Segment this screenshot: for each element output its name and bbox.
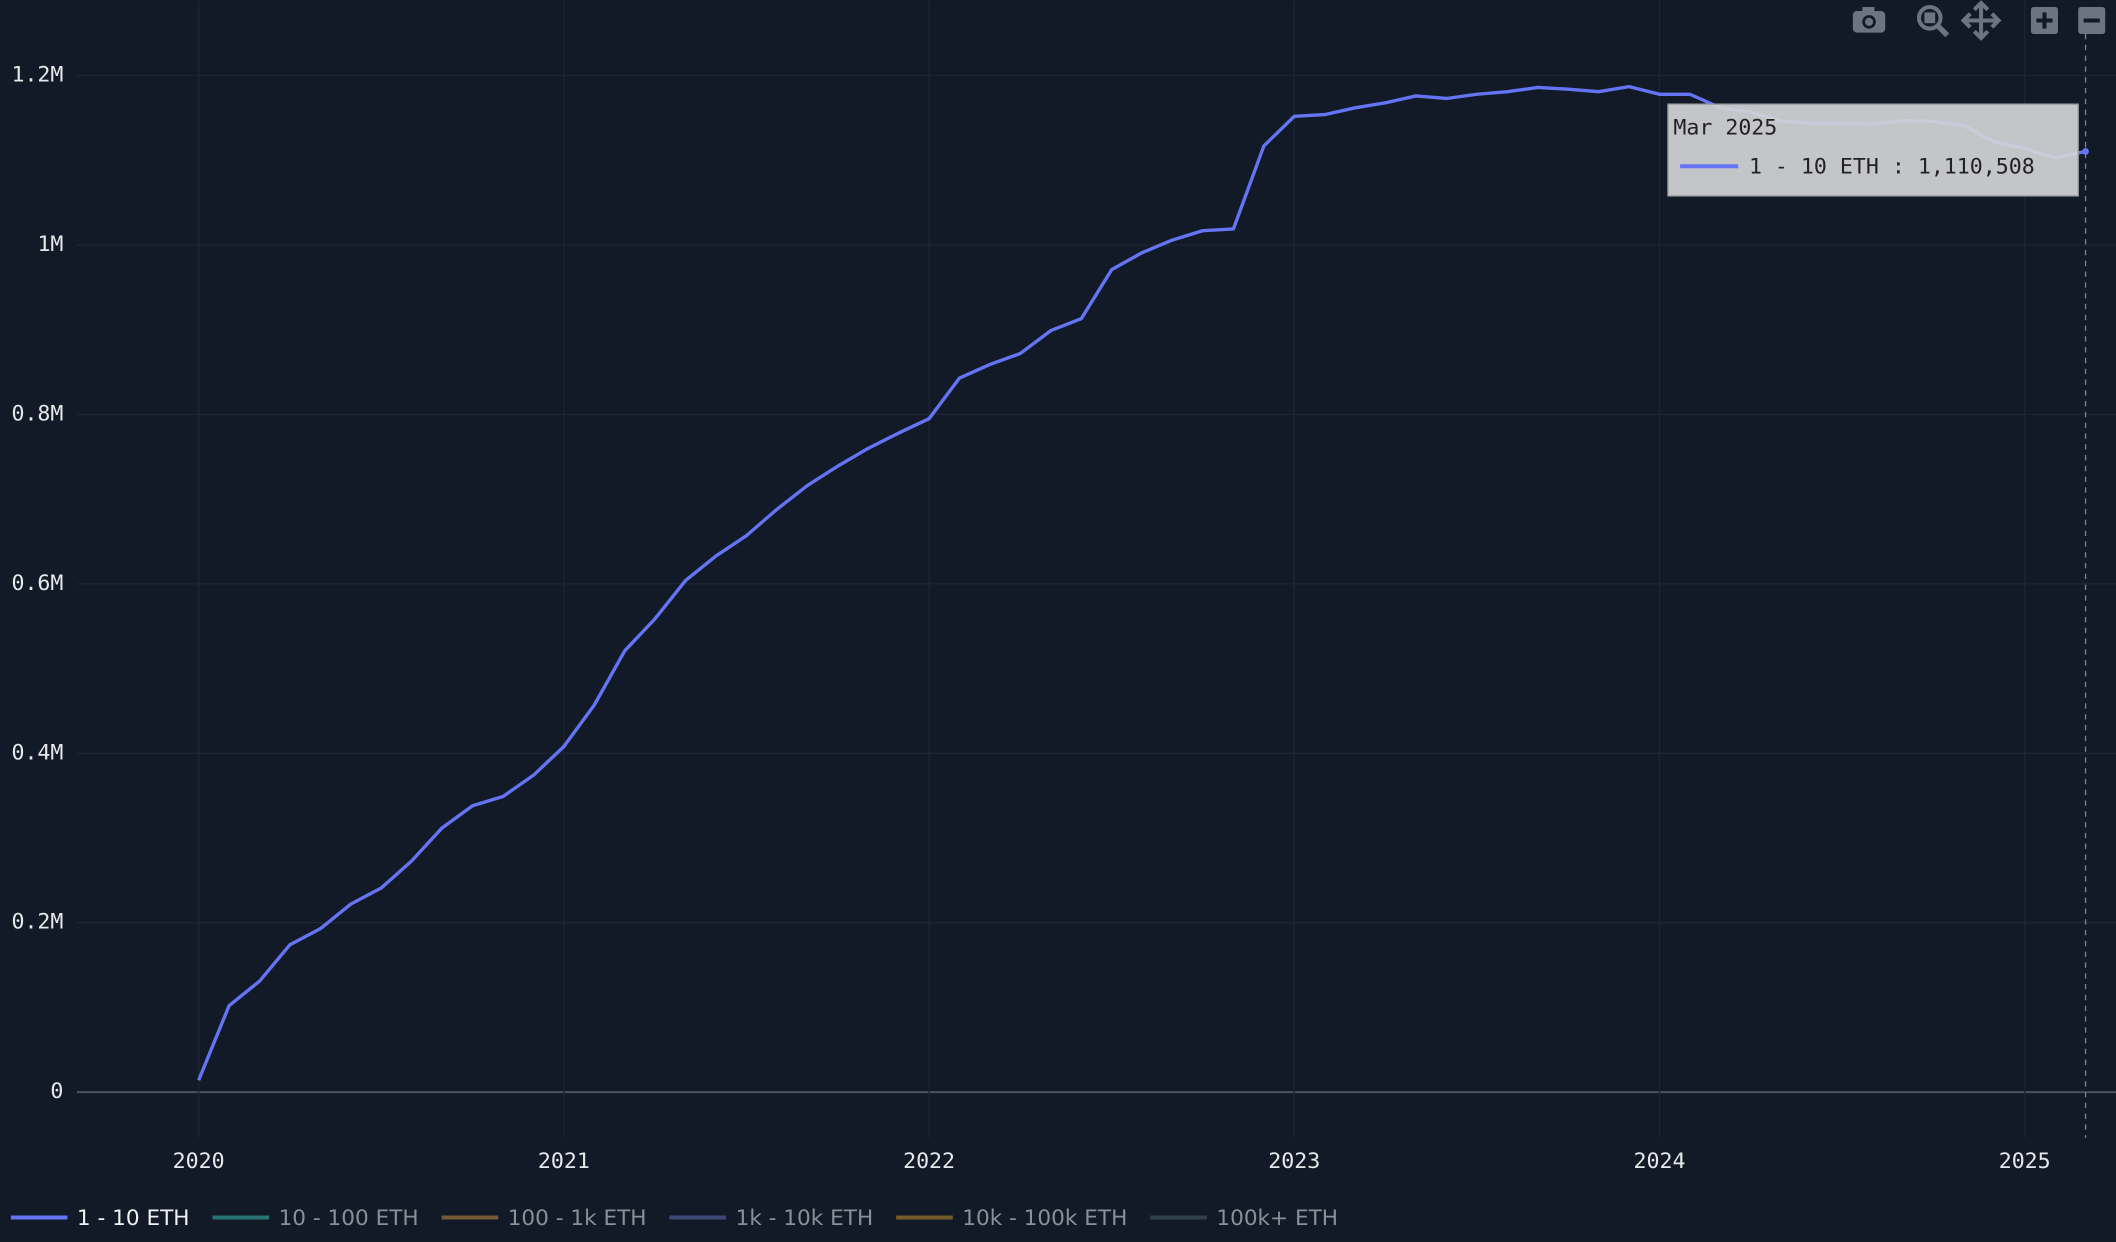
y-tick-label: 0 [50, 1079, 63, 1104]
legend-item[interactable]: 1 - 10 ETH [10, 1206, 190, 1231]
legend-label: 1 - 10 ETH [77, 1206, 190, 1231]
tooltip-box [1667, 103, 2079, 197]
zoom-out-button[interactable] [2078, 6, 2106, 34]
x-tick-label: 2024 [1634, 1149, 1686, 1174]
camera-button[interactable] [1852, 6, 1886, 33]
pan-button[interactable] [1960, 0, 2002, 41]
hover-point [2082, 148, 2089, 155]
y-tick-label: 1M [37, 232, 63, 257]
legend-item[interactable]: 10k - 100k ETH [896, 1206, 1127, 1231]
x-tick-label: 2022 [903, 1149, 955, 1174]
tooltip-header: Mar 2025 [1673, 115, 1777, 140]
legend-label: 1k - 10k ETH [736, 1206, 874, 1231]
zoom-button[interactable] [1916, 4, 1950, 38]
x-tick-label: 2020 [173, 1149, 225, 1174]
x-tick-label: 2023 [1268, 1149, 1320, 1174]
y-tick-label: 0.2M [11, 910, 63, 935]
legend-label: 100 - 1k ETH [508, 1206, 647, 1231]
modebar [1852, 0, 2106, 41]
legend-item[interactable]: 100k+ ETH [1150, 1206, 1338, 1231]
legend-label: 10k - 100k ETH [962, 1206, 1127, 1231]
grid-layer: 0 0.2M 0.4M 0.6M 0.8M 1M 1.2M 2020 2021 2022 2023 2… [11, 0, 2116, 1174]
legend-item[interactable]: 1k - 10k ETH [669, 1206, 873, 1231]
x-tick-label: 2021 [538, 1149, 590, 1174]
legend-item[interactable]: 100 - 1k ETH [441, 1206, 647, 1231]
y-tick-label: 0.6M [11, 571, 63, 596]
tooltip: Mar 2025 1 - 10 ETH : 1,110,508 [1667, 103, 2079, 197]
zoom-in-button[interactable] [2030, 6, 2058, 34]
legend-label: 10 - 100 ETH [279, 1206, 419, 1231]
y-tick-label: 0.4M [11, 740, 63, 765]
legend-label: 100k+ ETH [1216, 1206, 1338, 1231]
y-tick-label: 1.2M [11, 63, 63, 88]
x-tick-label: 2025 [1999, 1149, 2051, 1174]
tooltip-label: 1 - 10 ETH : 1,110,508 [1749, 155, 2035, 180]
legend-item[interactable]: 10 - 100 ETH [212, 1206, 419, 1231]
legend: 1 - 10 ETH 10 - 100 ETH 100 - 1k ETH 1k - 1… [10, 1206, 1338, 1231]
y-tick-label: 0.8M [11, 401, 63, 426]
